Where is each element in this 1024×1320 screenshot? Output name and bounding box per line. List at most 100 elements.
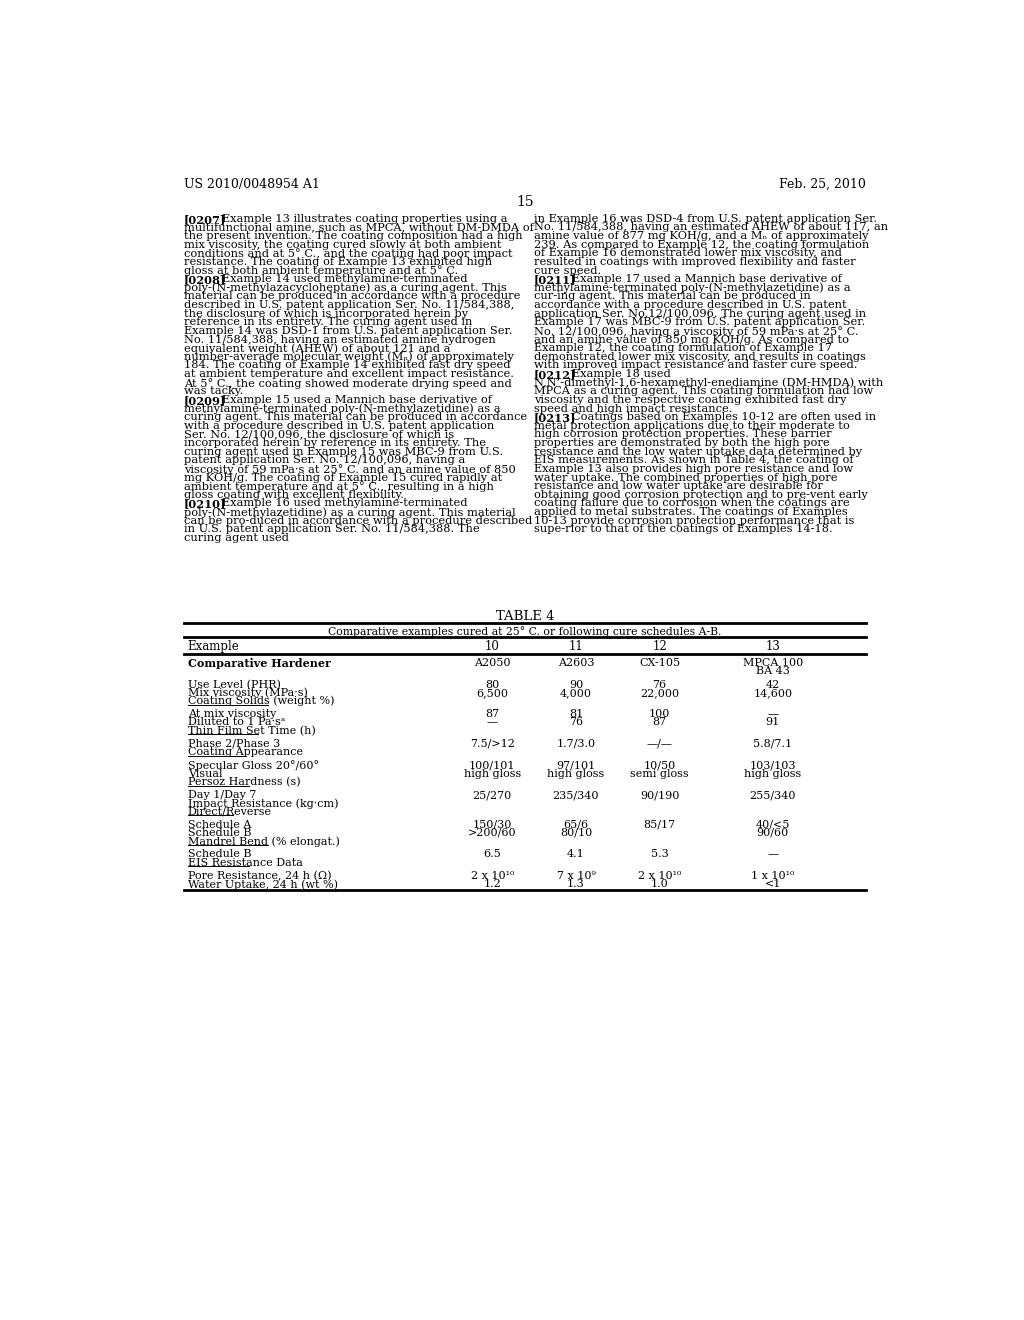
Text: the present invention. The coating composition had a high: the present invention. The coating compo… [183,231,522,242]
Text: CX-105: CX-105 [639,659,680,668]
Text: 97/101: 97/101 [556,760,596,771]
Text: US 2010/0048954 A1: US 2010/0048954 A1 [183,178,319,190]
Text: 7.5/>12: 7.5/>12 [470,739,515,748]
Text: incorporated herein by reference in its entirety. The: incorporated herein by reference in its … [183,438,485,447]
Text: [0212]: [0212] [535,370,577,380]
Text: Diluted to 1 Pa·sᵃ: Diluted to 1 Pa·sᵃ [187,718,285,727]
Text: 10: 10 [484,640,500,653]
Text: 40/<5: 40/<5 [756,820,790,830]
Text: in Example 16 was DSD-4 from U.S. patent application Ser.: in Example 16 was DSD-4 from U.S. patent… [535,214,878,224]
Text: Coating Solids (weight %): Coating Solids (weight %) [187,696,334,706]
Text: —: — [486,718,498,727]
Text: Comparative examples cured at 25° C. or following cure schedules A-B.: Comparative examples cured at 25° C. or … [328,626,722,636]
Text: 76: 76 [652,680,667,689]
Text: No. 12/100,096, having a viscosity of 59 mPa·s at 25° C.: No. 12/100,096, having a viscosity of 59… [535,326,859,337]
Text: Direct/Reverse: Direct/Reverse [187,807,271,816]
Text: high gloss: high gloss [744,768,802,779]
Text: of Example 16 demonstrated lower mix viscosity, and: of Example 16 demonstrated lower mix vis… [535,248,842,259]
Text: conditions and at 5° C., and the coating had poor impact: conditions and at 5° C., and the coating… [183,248,512,259]
Text: Pore Resistance, 24 h (Ω): Pore Resistance, 24 h (Ω) [187,871,331,882]
Text: obtaining good corrosion protection and to pre-vent early: obtaining good corrosion protection and … [535,490,868,500]
Text: resistance. The coating of Example 13 exhibited high: resistance. The coating of Example 13 ex… [183,257,492,267]
Text: 2 x 10¹⁰: 2 x 10¹⁰ [638,871,681,880]
Text: —: — [767,709,778,719]
Text: 103/103: 103/103 [750,760,796,771]
Text: 87: 87 [652,718,667,727]
Text: 22,000: 22,000 [640,688,679,698]
Text: MPCA as a curing agent. This coating formulation had low: MPCA as a curing agent. This coating for… [535,387,873,396]
Text: multifunctional amine, such as MPCA, without DM-DMDA of: multifunctional amine, such as MPCA, wit… [183,223,534,232]
Text: [0210]: [0210] [183,499,226,510]
Text: cur-ing agent. This material can be produced in: cur-ing agent. This material can be prod… [535,292,811,301]
Text: mix viscosity, the coating cured slowly at both ambient: mix viscosity, the coating cured slowly … [183,240,502,249]
Text: at ambient temperature and excellent impact resistance.: at ambient temperature and excellent imp… [183,370,514,379]
Text: 150/30: 150/30 [472,820,512,830]
Text: 7 x 10⁹: 7 x 10⁹ [556,871,595,880]
Text: reference in its entirety. The curing agent used in: reference in its entirety. The curing ag… [183,317,472,327]
Text: 42: 42 [766,680,780,689]
Text: Example 15 used a Mannich base derivative of: Example 15 used a Mannich base derivativ… [222,395,492,405]
Text: poly-(N-methylazetidine) as a curing agent. This material: poly-(N-methylazetidine) as a curing age… [183,507,515,517]
Text: [0211]: [0211] [535,275,577,285]
Text: 11: 11 [568,640,584,653]
Text: 1.0: 1.0 [651,879,669,890]
Text: 76: 76 [569,718,583,727]
Text: Example 13 illustrates coating properties using a: Example 13 illustrates coating propertie… [222,214,508,224]
Text: resulted in coatings with improved flexibility and faster: resulted in coatings with improved flexi… [535,257,856,267]
Text: with improved impact resistance and faster cure speed.: with improved impact resistance and fast… [535,360,858,371]
Text: 14,600: 14,600 [754,688,793,698]
Text: gloss coating with excellent flexibility.: gloss coating with excellent flexibility… [183,490,403,500]
Text: 1.2: 1.2 [483,879,501,890]
Text: A2050: A2050 [474,659,511,668]
Text: 100/101: 100/101 [469,760,515,771]
Text: Schedule A: Schedule A [187,820,251,830]
Text: 239. As compared to Example 12, the coating formulation: 239. As compared to Example 12, the coat… [535,240,869,249]
Text: equivalent weight (AHEW) of about 121 and a: equivalent weight (AHEW) of about 121 an… [183,343,451,354]
Text: Ser. No. 12/100,096, the disclosure of which is: Ser. No. 12/100,096, the disclosure of w… [183,429,454,440]
Text: A2603: A2603 [558,659,594,668]
Text: Example 14 used methylamine-terminated: Example 14 used methylamine-terminated [222,275,467,284]
Text: ambient temperature and at 5° C., resulting in a high: ambient temperature and at 5° C., result… [183,482,494,492]
Text: >200/60: >200/60 [468,828,516,838]
Text: water uptake. The combined properties of high pore: water uptake. The combined properties of… [535,473,838,483]
Text: [0208]: [0208] [183,275,226,285]
Text: Comparative Hardener: Comparative Hardener [187,659,331,669]
Text: BA 43: BA 43 [756,667,790,676]
Text: Phase 2/Phase 3: Phase 2/Phase 3 [187,739,280,748]
Text: [0209]: [0209] [183,395,226,407]
Text: —: — [767,850,778,859]
Text: applied to metal substrates. The coatings of Examples: applied to metal substrates. The coating… [535,507,848,517]
Text: Example 12, the coating formulation of Example 17: Example 12, the coating formulation of E… [535,343,833,354]
Text: Example 16 used methylamine-terminated: Example 16 used methylamine-terminated [222,499,467,508]
Text: 6.5: 6.5 [483,850,501,859]
Text: Impact Resistance (kg·cm): Impact Resistance (kg·cm) [187,799,338,809]
Text: Feb. 25, 2010: Feb. 25, 2010 [779,178,866,190]
Text: semi gloss: semi gloss [631,768,689,779]
Text: N,N’-dimethyl-1,6-hexamethyl-enediamine (DM-HMDA) with: N,N’-dimethyl-1,6-hexamethyl-enediamine … [535,378,884,388]
Text: <1: <1 [765,879,781,890]
Text: gloss at both ambient temperature and at 5° C.: gloss at both ambient temperature and at… [183,265,458,276]
Text: high gloss: high gloss [547,768,604,779]
Text: 255/340: 255/340 [750,791,796,800]
Text: 10-13 provide corrosion protection performance that is: 10-13 provide corrosion protection perfo… [535,516,854,525]
Text: 87: 87 [485,709,500,719]
Text: [0207]: [0207] [183,214,226,224]
Text: the disclosure of which is incorporated herein by: the disclosure of which is incorporated … [183,309,468,318]
Text: Coatings based on Examples 10-12 are often used in: Coatings based on Examples 10-12 are oft… [572,412,877,422]
Text: 65/6: 65/6 [563,820,589,830]
Text: 80: 80 [485,680,500,689]
Text: and an amine value of 850 mg KOH/g. As compared to: and an amine value of 850 mg KOH/g. As c… [535,334,849,345]
Text: can be pro-duced in accordance with a procedure described: can be pro-duced in accordance with a pr… [183,516,532,525]
Text: curing agent. This material can be produced in accordance: curing agent. This material can be produ… [183,412,527,422]
Text: methylamine-terminated poly-(N-methylazetidine) as a: methylamine-terminated poly-(N-methylaze… [183,404,501,414]
Text: high corrosion protection properties. These barrier: high corrosion protection properties. Th… [535,429,831,440]
Text: Schedule B: Schedule B [187,828,251,838]
Text: Example 17 used a Mannich base derivative of: Example 17 used a Mannich base derivativ… [572,275,842,284]
Text: accordance with a procedure described in U.S. patent: accordance with a procedure described in… [535,300,847,310]
Text: cure speed.: cure speed. [535,265,601,276]
Text: Mix viscosity (MPa·s): Mix viscosity (MPa·s) [187,688,307,698]
Text: Coating Appearance: Coating Appearance [187,747,303,758]
Text: 90: 90 [568,680,583,689]
Text: Thin Film Set Time (h): Thin Film Set Time (h) [187,726,315,735]
Text: Visual: Visual [187,768,222,779]
